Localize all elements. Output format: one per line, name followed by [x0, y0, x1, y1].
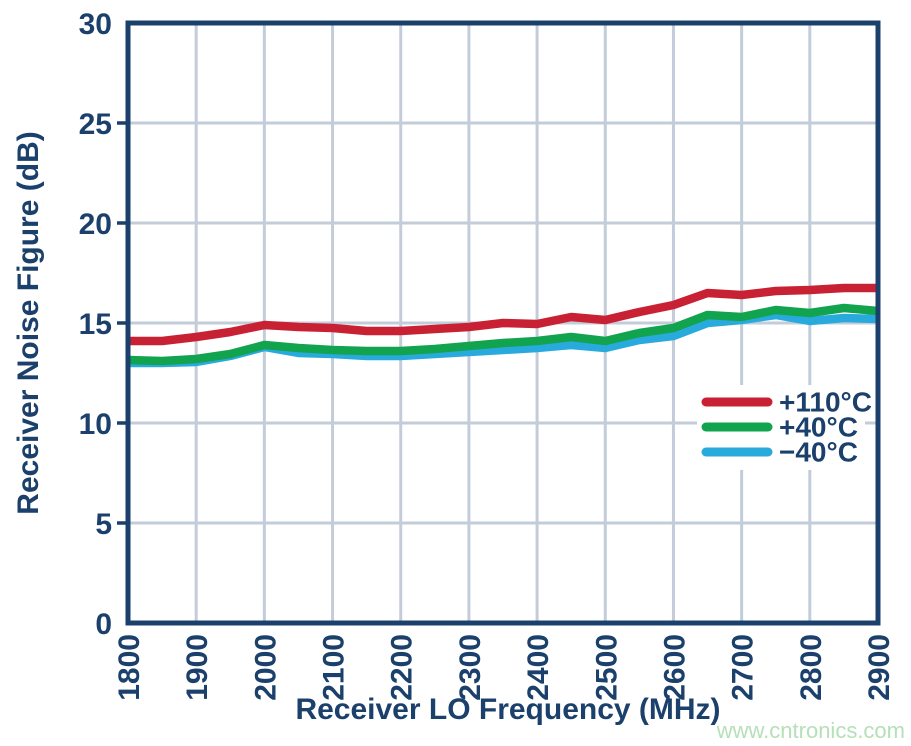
legend-label: −40°C	[779, 437, 858, 468]
y-axis-ticks	[117, 121, 126, 525]
x-axis-title: Receiver LO Frequency (MHz)	[295, 693, 720, 726]
plot-series	[127, 283, 879, 368]
y-axis-title: Receiver Noise Figure (dB)	[12, 131, 45, 514]
plot-border	[125, 20, 881, 626]
x-tick-label: 2400	[522, 634, 555, 701]
x-tick-label: 2300	[454, 634, 487, 701]
y-tick-label: 15	[79, 308, 112, 341]
x-tick-label: 2600	[659, 634, 692, 701]
x-tick-label: 2700	[727, 634, 760, 701]
x-tick-label: 2100	[318, 634, 351, 701]
x-tick-label: 2900	[863, 634, 896, 701]
x-tick-label: 2200	[386, 634, 419, 701]
series-line-+40°C	[127, 303, 879, 366]
legend: +110°C+40°C−40°C	[697, 385, 872, 470]
x-tick-labels: 1800 1900 2000 2100 2200 2300 2400 2500 2600 2700…	[113, 634, 896, 701]
y-tick-label: 30	[79, 8, 112, 41]
y-tick-label: 5	[95, 508, 112, 541]
x-tick-label: 2500	[590, 634, 623, 701]
y-tick-label: 0	[95, 608, 112, 641]
legend-label: +110°C	[779, 387, 872, 418]
x-tick-label: 1800	[113, 634, 146, 701]
y-tick-label: 20	[79, 208, 112, 241]
x-tick-label: 2000	[249, 634, 282, 701]
y-tick-label: 10	[79, 408, 112, 441]
y-tick-labels: 0 5 10 15 20 25 30	[79, 8, 112, 641]
legend-label: +40°C	[779, 412, 858, 443]
series-line-+110°C	[128, 283, 878, 346]
watermark: www.cntronics.com	[716, 718, 905, 743]
x-tick-label: 2800	[795, 634, 828, 701]
y-tick-label: 25	[79, 108, 112, 141]
x-tick-label: 1900	[181, 634, 214, 701]
